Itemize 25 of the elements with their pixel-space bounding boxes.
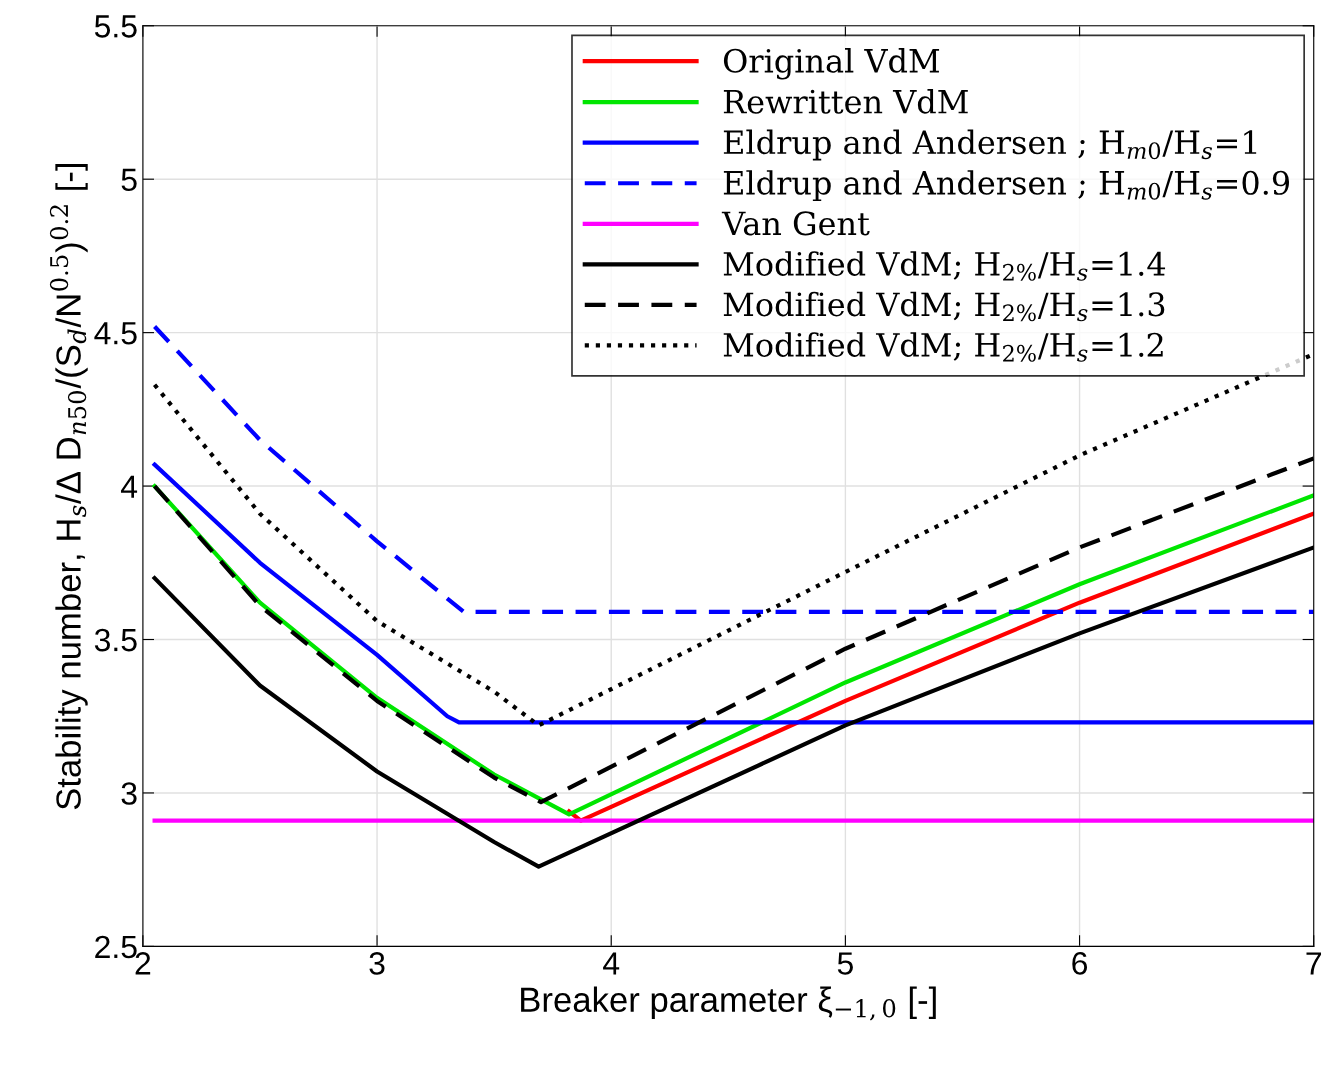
x-tick-label: 4: [603, 952, 620, 975]
y-tick-label: 4: [120, 475, 138, 498]
x-axis-title: Breaker parameter ξ$_{−1,0}$ [-]: [521, 986, 936, 1021]
legend-label: Rewritten VdM: [723, 89, 968, 114]
legend-label: Eldrup and Andersen ; H$_{m0}$/H$_{s}$=0.9: [723, 170, 1290, 202]
legend-label: Eldrup and Andersen ; H$_{m0}$/H$_{s}$=1: [723, 129, 1257, 161]
y-tick-label: 2.5: [95, 935, 137, 959]
y-tick-label: 3.5: [94, 628, 137, 652]
y-tick-label: 5: [121, 168, 137, 192]
x-tick-label: 5: [837, 952, 853, 975]
y-tick-label: 4.5: [94, 322, 137, 345]
legend-label: Original VdM: [723, 48, 940, 80]
x-tick-label: 3: [369, 952, 385, 975]
y-tick-label: 5.5: [94, 15, 137, 38]
x-tick-label: 2: [135, 952, 151, 975]
legend-label: Modified VdM; H$_{2%}$/H$_{s}$=1.4: [723, 251, 1166, 281]
legend-label: Van Gent: [721, 211, 870, 236]
x-tick-label: 7: [1306, 952, 1322, 975]
x-tick-label: 6: [1072, 952, 1088, 975]
line-series: [152, 324, 1314, 614]
line-series: [152, 462, 1314, 725]
legend-label: Modified VdM; H$_{2%}$/H$_{s}$=1.3: [723, 291, 1165, 322]
text: Stability number, H$_{s}$/Δ D$_{n50}$/(S$_{d}$/N$^{0.5}$)$^{0.2}$ [-]: [49, 163, 88, 810]
y-tick-label: 3: [121, 782, 137, 805]
legend-label: Modified VdM; H$_{2%}$/H$_{s}$=1.2: [723, 332, 1163, 362]
